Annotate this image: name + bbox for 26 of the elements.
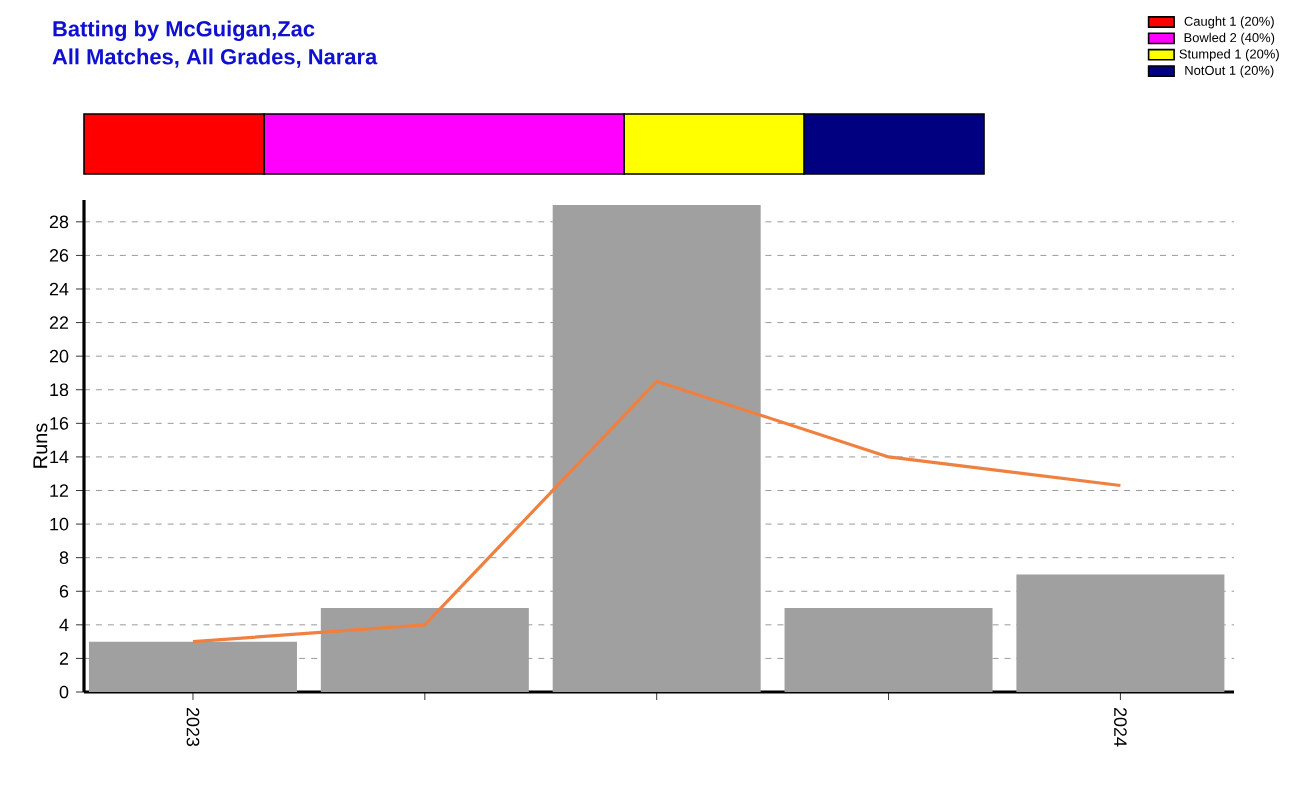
- y-tick-label: 8: [59, 551, 69, 565]
- chart-subtitle: All Matches, All Grades, Narara: [52, 48, 378, 68]
- y-tick-label: 18: [50, 383, 69, 397]
- line-series: [191, 379, 1123, 644]
- y-tick-label: 24: [49, 282, 69, 296]
- y-tick-label: 20: [49, 349, 69, 363]
- y-tick-label: 10: [50, 517, 69, 531]
- x-tick-label: 2024: [1114, 707, 1127, 747]
- y-tick-label: 2: [59, 652, 69, 665]
- bar: [88, 641, 297, 692]
- y-tick-label: 28: [49, 215, 69, 229]
- y-tick-label: 22: [49, 316, 69, 329]
- y-tick-label: 26: [49, 249, 69, 262]
- bar: [784, 608, 993, 692]
- bar: [1016, 574, 1225, 692]
- y-tick-label: 6: [59, 584, 69, 598]
- y-tick-label: 12: [50, 484, 69, 497]
- y-tick-label: 0: [59, 685, 69, 699]
- chart-title: Batting by McGuigan,Zac: [53, 20, 315, 41]
- y-tick-label: 16: [50, 416, 69, 430]
- y-tick-label: 4: [59, 618, 69, 631]
- y-axis-title: Runs: [33, 423, 48, 468]
- bar: [320, 608, 529, 692]
- x-tick-label: 2023: [186, 707, 200, 747]
- bar: [552, 205, 761, 692]
- y-tick-label: 14: [50, 450, 69, 464]
